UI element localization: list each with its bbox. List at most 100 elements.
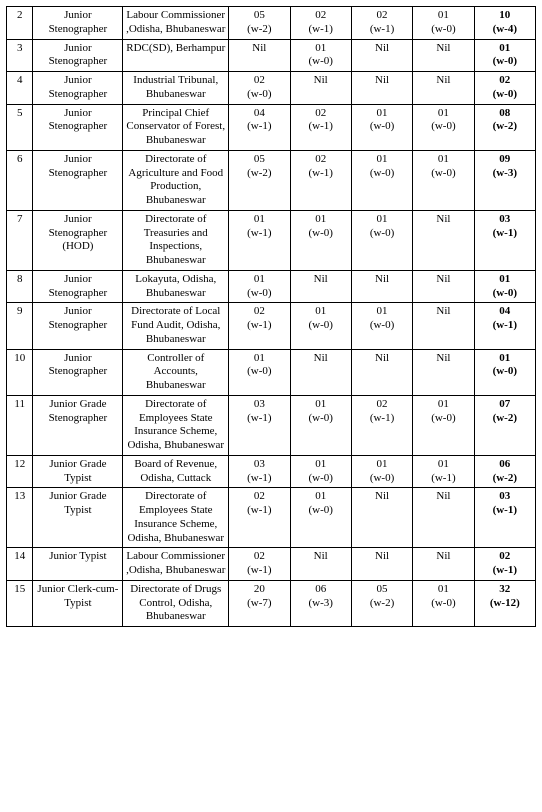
cell-org: Labour Commissioner ,Odisha, Bhubaneswar <box>123 7 229 40</box>
cell-col3: 02(w-1) <box>351 395 412 455</box>
cell-col2: Nil <box>290 270 351 303</box>
cell-total: 03(w-1) <box>474 210 535 270</box>
cell-org: Industrial Tribunal, Bhubaneswar <box>123 72 229 105</box>
cell-col1: 01(w-0) <box>229 270 290 303</box>
cell-col3: 01(w-0) <box>351 210 412 270</box>
cell-col3: Nil <box>351 349 412 395</box>
cell-col1: 05(w-2) <box>229 150 290 210</box>
cell-col4: 01(w-0) <box>413 150 474 210</box>
cell-post: Junior Stenographer <box>33 150 123 210</box>
cell-sl: 9 <box>7 303 33 349</box>
cell-col2: 01(w-0) <box>290 488 351 548</box>
cell-sl: 7 <box>7 210 33 270</box>
cell-col1: 03(w-1) <box>229 395 290 455</box>
table-row: 2Junior StenographerLabour Commissioner … <box>7 7 536 40</box>
cell-col2: 02(w-1) <box>290 7 351 40</box>
table-row: 15Junior Clerk-cum-TypistDirectorate of … <box>7 580 536 626</box>
table-row: 4Junior StenographerIndustrial Tribunal,… <box>7 72 536 105</box>
cell-col2: 02(w-1) <box>290 104 351 150</box>
cell-col4: 01(w-0) <box>413 395 474 455</box>
cell-sl: 14 <box>7 548 33 581</box>
cell-col4: 01(w-1) <box>413 455 474 488</box>
cell-sl: 10 <box>7 349 33 395</box>
cell-total: 09(w-3) <box>474 150 535 210</box>
cell-post: Junior Stenographer <box>33 270 123 303</box>
cell-col2: 01(w-0) <box>290 395 351 455</box>
cell-col3: Nil <box>351 488 412 548</box>
cell-org: Directorate of Agriculture and Food Prod… <box>123 150 229 210</box>
cell-org: Board of Revenue, Odisha, Cuttack <box>123 455 229 488</box>
cell-col1: 01(w-0) <box>229 349 290 395</box>
table-row: 3Junior StenographerRDC(SD), BerhampurNi… <box>7 39 536 72</box>
cell-col4: Nil <box>413 39 474 72</box>
cell-sl: 2 <box>7 7 33 40</box>
cell-col3: 01(w-0) <box>351 455 412 488</box>
cell-sl: 12 <box>7 455 33 488</box>
cell-sl: 11 <box>7 395 33 455</box>
cell-col3: 02(w-1) <box>351 7 412 40</box>
cell-total: 04(w-1) <box>474 303 535 349</box>
cell-post: Junior Stenographer <box>33 349 123 395</box>
table-row: 13Junior Grade TypistDirectorate of Empl… <box>7 488 536 548</box>
table-row: 8Junior StenographerLokayuta, Odisha, Bh… <box>7 270 536 303</box>
cell-sl: 13 <box>7 488 33 548</box>
cell-total: 32(w-12) <box>474 580 535 626</box>
cell-sl: 3 <box>7 39 33 72</box>
cell-org: Directorate of Local Fund Audit, Odisha,… <box>123 303 229 349</box>
cell-total: 08(w-2) <box>474 104 535 150</box>
cell-col4: Nil <box>413 72 474 105</box>
cell-sl: 4 <box>7 72 33 105</box>
cell-post: Junior Stenographer (HOD) <box>33 210 123 270</box>
cell-org: Directorate of Employees State Insurance… <box>123 395 229 455</box>
cell-col4: 01(w-0) <box>413 580 474 626</box>
cell-org: Principal Chief Conservator of Forest, B… <box>123 104 229 150</box>
cell-col3: 01(w-0) <box>351 303 412 349</box>
cell-col2: 01(w-0) <box>290 39 351 72</box>
cell-total: 10(w-4) <box>474 7 535 40</box>
cell-sl: 5 <box>7 104 33 150</box>
cell-org: Lokayuta, Odisha, Bhubaneswar <box>123 270 229 303</box>
cell-col3: Nil <box>351 72 412 105</box>
cell-sl: 6 <box>7 150 33 210</box>
cell-post: Junior Grade Typist <box>33 455 123 488</box>
cell-total: 01(w-0) <box>474 349 535 395</box>
cell-col3: Nil <box>351 270 412 303</box>
table-row: 5Junior StenographerPrincipal Chief Cons… <box>7 104 536 150</box>
cell-sl: 8 <box>7 270 33 303</box>
cell-col2: Nil <box>290 548 351 581</box>
cell-post: Junior Stenographer <box>33 7 123 40</box>
cell-col2: Nil <box>290 72 351 105</box>
cell-col4: Nil <box>413 548 474 581</box>
cell-post: Junior Stenographer <box>33 39 123 72</box>
cell-col4: Nil <box>413 210 474 270</box>
cell-org: Controller of Accounts, Bhubaneswar <box>123 349 229 395</box>
cell-col4: Nil <box>413 488 474 548</box>
table-row: 7Junior Stenographer (HOD)Directorate of… <box>7 210 536 270</box>
cell-post: Junior Stenographer <box>33 303 123 349</box>
cell-total: 01(w-0) <box>474 270 535 303</box>
cell-col1: 02(w-1) <box>229 548 290 581</box>
table-row: 11Junior Grade StenographerDirectorate o… <box>7 395 536 455</box>
cell-post: Junior Grade Typist <box>33 488 123 548</box>
cell-col1: 20(w-7) <box>229 580 290 626</box>
cell-col1: 04(w-1) <box>229 104 290 150</box>
cell-total: 02(w-1) <box>474 548 535 581</box>
cell-col1: 02(w-1) <box>229 303 290 349</box>
table-row: 14Junior TypistLabour Commissioner ,Odis… <box>7 548 536 581</box>
cell-org: Labour Commissioner ,Odisha, Bhubaneswar <box>123 548 229 581</box>
cell-col4: 01(w-0) <box>413 7 474 40</box>
cell-org: Directorate of Employees State Insurance… <box>123 488 229 548</box>
table-row: 12Junior Grade TypistBoard of Revenue, O… <box>7 455 536 488</box>
cell-post: Junior Clerk-cum-Typist <box>33 580 123 626</box>
cell-total: 06(w-2) <box>474 455 535 488</box>
cell-col2: 02(w-1) <box>290 150 351 210</box>
cell-col3: Nil <box>351 39 412 72</box>
cell-col1: 03(w-1) <box>229 455 290 488</box>
cell-post: Junior Stenographer <box>33 104 123 150</box>
cell-col3: 05(w-2) <box>351 580 412 626</box>
cell-col1: Nil <box>229 39 290 72</box>
cell-org: RDC(SD), Berhampur <box>123 39 229 72</box>
cell-total: 01(w-0) <box>474 39 535 72</box>
cell-col3: Nil <box>351 548 412 581</box>
cell-col3: 01(w-0) <box>351 104 412 150</box>
